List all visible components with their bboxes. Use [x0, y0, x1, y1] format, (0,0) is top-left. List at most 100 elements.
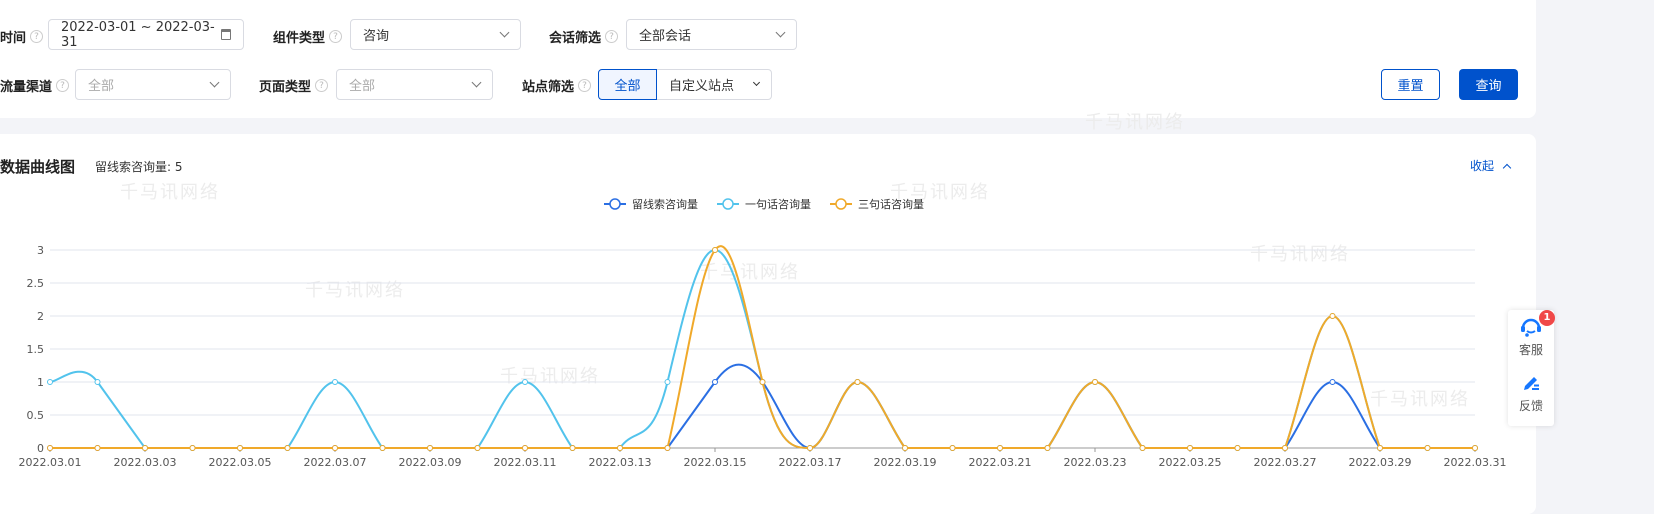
data-point: [1329, 313, 1336, 319]
data-point: [379, 445, 386, 451]
data-point: [1044, 445, 1051, 451]
help-icon[interactable]: ?: [56, 79, 70, 92]
data-point: [94, 445, 101, 451]
lead-count-summary: 留线索咨询量: 5: [95, 160, 183, 174]
traffic-channel-label: 流量渠道?: [0, 76, 70, 95]
x-tick-label: 2022.03.25: [1159, 456, 1222, 469]
page-type-label-text: 页面类型: [259, 80, 312, 95]
data-point: [902, 445, 908, 451]
x-tick-label: 2022.03.11: [494, 456, 557, 469]
x-tick-label: 2022.03.07: [304, 456, 367, 469]
line-chart: 0 0.5 1 1.5 2 2.5 3 2022.03.01 2022.03.03 2022.03…: [19, 197, 1507, 469]
date-range-picker[interactable]: 2022-03-01 ~ 2022-03-31: [48, 19, 244, 50]
x-tick-label: 2022.03.23: [1064, 456, 1127, 469]
data-point: [47, 379, 53, 385]
y-tick-label: 0.5: [27, 409, 45, 422]
feedback-label: 反馈: [1518, 399, 1543, 413]
x-tick-label: 2022.03.09: [399, 456, 462, 469]
x-tick-label: 2022.03.03: [114, 456, 177, 469]
help-icon[interactable]: ?: [30, 30, 44, 43]
data-point: [949, 445, 956, 451]
component-type-select[interactable]: 咨询: [350, 19, 521, 50]
legend-marker: [722, 198, 734, 210]
x-tick-label: 2022.03.19: [874, 456, 937, 469]
y-tick-label: 1: [37, 376, 44, 389]
data-point: [664, 379, 671, 385]
data-point: [854, 379, 861, 385]
component-type-label-text: 组件类型: [273, 31, 326, 46]
data-point: [1472, 445, 1478, 451]
legend-label: 一句话咨询量: [745, 197, 811, 211]
collapse-label: 收起: [1470, 159, 1495, 173]
session-filter-label-text: 会话筛选: [549, 31, 602, 46]
calendar-icon: [220, 29, 231, 40]
site-filter-label: 站点筛选?: [522, 76, 592, 95]
page-type-label: 页面类型?: [259, 76, 329, 95]
time-label-text: 时间: [0, 31, 27, 46]
help-icon[interactable]: ?: [605, 30, 619, 43]
y-tick-label: 2: [37, 310, 44, 323]
data-point: [712, 247, 718, 253]
chart-panel: 数据曲线图 留线索咨询量: 5 收起: [0, 134, 1536, 514]
reset-button[interactable]: 重置: [1381, 69, 1440, 100]
side-widget: 客服 1 反馈: [1508, 310, 1555, 426]
page-type-select[interactable]: 全部: [336, 69, 493, 100]
x-tick-label: 2022.03.17: [779, 456, 842, 469]
chart-title: 数据曲线图: [0, 158, 76, 176]
session-filter-select[interactable]: 全部会话: [626, 19, 797, 50]
component-type-value: 咨询: [363, 29, 390, 44]
x-tick-label: 2022.03.27: [1254, 456, 1317, 469]
notification-badge: 1: [1539, 310, 1555, 326]
series-line: [50, 245, 1475, 450]
data-point: [94, 379, 101, 385]
data-point: [522, 379, 528, 385]
edit-icon: [1524, 377, 1539, 390]
traffic-channel-placeholder: 全部: [88, 79, 115, 94]
data-point: [997, 445, 1003, 451]
collapse-button[interactable]: 收起: [1470, 157, 1512, 174]
legend-label: 三句话咨询量: [858, 197, 924, 211]
traffic-channel-select[interactable]: 全部: [75, 69, 231, 100]
customer-service-button[interactable]: 客服 1: [1508, 310, 1555, 358]
data-point: [427, 445, 433, 451]
legend-marker: [835, 198, 847, 210]
site-option-custom[interactable]: 自定义站点: [656, 69, 772, 100]
data-point: [237, 445, 243, 451]
legend-marker: [609, 198, 621, 210]
help-icon[interactable]: ?: [578, 79, 592, 92]
data-point: [807, 445, 813, 451]
site-option-all[interactable]: 全部: [598, 69, 657, 100]
data-point: [1187, 445, 1193, 451]
y-tick-label: 1.5: [27, 343, 45, 356]
component-type-label: 组件类型?: [273, 27, 343, 46]
feedback-button[interactable]: 反馈: [1508, 374, 1554, 414]
data-point: [1424, 445, 1431, 451]
site-option-all-label: 全部: [614, 79, 641, 94]
time-label: 时间?: [0, 27, 44, 46]
data-point: [1329, 379, 1336, 385]
customer-service-label: 客服: [1518, 343, 1543, 357]
y-tick-label: 3: [37, 244, 44, 257]
y-tick-label: 0: [37, 442, 44, 455]
x-tick-label: 2022.03.01: [19, 456, 82, 469]
data-point: [1139, 445, 1146, 451]
data-point: [664, 445, 671, 451]
filter-panel: 时间? 2022-03-01 ~ 2022-03-31 组件类型? 咨询 会话筛…: [0, 0, 1536, 118]
site-option-custom-label: 自定义站点: [669, 79, 735, 94]
help-icon[interactable]: ?: [315, 79, 329, 92]
data-point: [1092, 379, 1098, 385]
help-icon[interactable]: ?: [329, 30, 343, 43]
query-button[interactable]: 查询: [1459, 69, 1518, 100]
x-tick-label: 2022.03.15: [684, 456, 747, 469]
data-point: [1377, 445, 1383, 451]
x-tick-label: 2022.03.05: [209, 456, 272, 469]
session-filter-value: 全部会话: [639, 29, 692, 44]
session-filter-label: 会话筛选?: [549, 27, 619, 46]
data-point: [617, 445, 623, 451]
data-point: [1234, 445, 1241, 451]
date-range-value: 2022-03-01 ~ 2022-03-31: [61, 19, 215, 50]
x-tick-label: 2022.03.29: [1349, 456, 1412, 469]
data-point: [712, 379, 718, 385]
legend-label: 留线索咨询量: [632, 197, 698, 211]
y-tick-label: 2.5: [27, 277, 45, 290]
